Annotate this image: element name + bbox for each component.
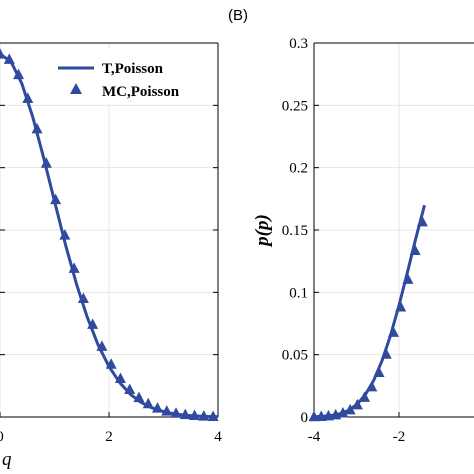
- y-tick-label: 0.2: [289, 161, 308, 177]
- data-point-mc-poisson: [50, 193, 62, 205]
- data-point-mc-poisson: [315, 410, 327, 422]
- data-point-mc-poisson: [124, 383, 136, 394]
- data-point-mc-poisson: [387, 326, 399, 337]
- panel-a-tick-labels: 0 2 4: [0, 429, 222, 445]
- data-point-mc-poisson: [105, 358, 117, 369]
- legend-entry-mc-poisson: MC,Poisson: [102, 84, 180, 100]
- data-point-mc-poisson: [31, 122, 43, 134]
- data-point-mc-poisson: [395, 301, 407, 312]
- x-tick-label: -4: [308, 429, 321, 445]
- data-point-mc-poisson: [416, 215, 428, 227]
- data-point-mc-poisson: [96, 340, 108, 351]
- panel-b-tick-labels: -4 -2 0 0.05 0.1 0.15 0.2 0.25 0.3: [282, 36, 406, 445]
- data-point-mc-poisson: [380, 348, 392, 359]
- data-point-mc-poisson: [13, 68, 25, 80]
- data-point-mc-poisson: [366, 380, 378, 392]
- data-point-mc-poisson: [0, 48, 6, 59]
- data-point-mc-poisson: [198, 410, 210, 421]
- x-tick-label: 2: [105, 429, 113, 445]
- data-point-mc-poisson: [22, 92, 34, 103]
- y-tick-label: 0.25: [282, 98, 308, 114]
- y-tick-label: 0.05: [282, 348, 308, 364]
- data-point-mc-poisson: [344, 403, 356, 415]
- panel-b-y-axis-label: p(p): [252, 214, 273, 248]
- data-point-mc-poisson: [59, 229, 71, 240]
- panel-b-series: [308, 204, 428, 422]
- legend: T,Poisson MC,Poisson: [40, 48, 215, 104]
- legend-triangle-swatch: [70, 83, 82, 94]
- panel-a-x-axis-label: q: [2, 449, 12, 470]
- data-point-mc-poisson: [68, 262, 80, 273]
- legend-box: [40, 48, 215, 104]
- data-point-mc-poisson: [170, 407, 182, 418]
- data-point-mc-poisson: [152, 402, 164, 413]
- x-tick-label: 4: [214, 429, 222, 445]
- panel-b: (B) -4 -2 0 0.05 0.1 0.15 0.2 0.25 0.3 p(p): [228, 7, 474, 445]
- data-point-mc-poisson: [77, 292, 89, 303]
- data-point-mc-poisson: [373, 366, 385, 377]
- x-tick-label: 0: [0, 429, 4, 445]
- panel-b-label: (B): [228, 7, 248, 24]
- panel-a-series: [0, 48, 219, 422]
- y-tick-label: 0.1: [289, 285, 308, 301]
- data-point-mc-poisson: [114, 372, 126, 383]
- data-point-mc-poisson: [207, 410, 219, 422]
- legend-entry-t-poisson: T,Poisson: [102, 61, 164, 77]
- data-point-mc-poisson: [133, 391, 145, 403]
- data-point-mc-poisson: [409, 244, 421, 255]
- data-point-mc-poisson: [179, 408, 191, 420]
- data-point-mc-poisson: [40, 157, 52, 168]
- data-point-mc-poisson: [308, 410, 320, 422]
- y-tick-label: 0.3: [289, 36, 308, 52]
- data-point-mc-poisson: [142, 397, 154, 409]
- data-point-mc-poisson: [402, 273, 414, 284]
- data-point-mc-poisson: [359, 391, 371, 402]
- data-point-mc-poisson: [87, 318, 99, 329]
- data-point-mc-poisson: [351, 398, 363, 410]
- data-point-mc-poisson: [3, 53, 15, 64]
- panel-a: 0 2 4 q T,Poisson MC,Poisson: [0, 42, 222, 470]
- data-point-mc-poisson: [337, 407, 349, 418]
- y-tick-label: 0.15: [282, 223, 308, 239]
- x-tick-label: -2: [393, 429, 406, 445]
- y-tick-label: 0: [301, 410, 309, 426]
- data-point-mc-poisson: [189, 409, 201, 421]
- data-point-mc-poisson: [161, 405, 173, 416]
